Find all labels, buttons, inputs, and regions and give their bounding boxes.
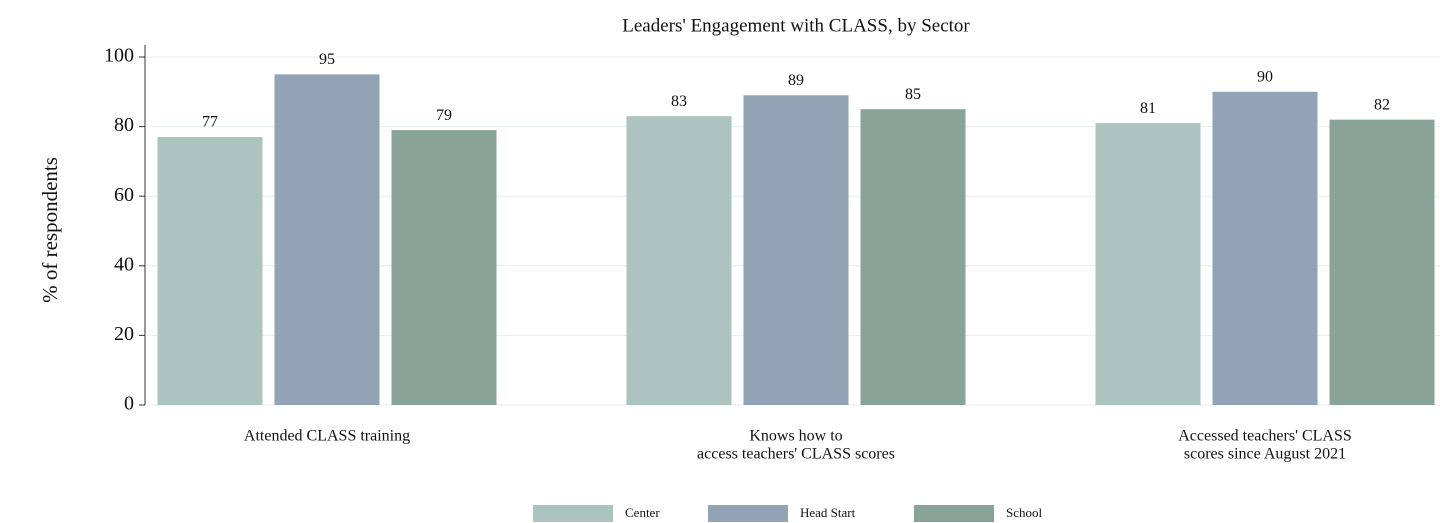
y-tick-label: 40 — [114, 253, 134, 275]
value-label: 77 — [202, 114, 218, 131]
bar — [391, 130, 497, 405]
y-tick-label: 80 — [114, 114, 134, 136]
legend-swatch — [533, 505, 613, 522]
value-label: 89 — [788, 72, 804, 89]
x-tick-label: scores since August 2021 — [1184, 446, 1346, 463]
chart-title: Leaders' Engagement with CLASS, by Secto… — [622, 15, 970, 36]
y-axis-label: % of respondents — [38, 157, 62, 303]
bar — [743, 95, 849, 405]
x-tick-label: access teachers' CLASS scores — [697, 446, 895, 463]
bar — [626, 116, 732, 405]
legend-label: Head Start — [800, 505, 856, 520]
bar — [1329, 119, 1435, 405]
value-label: 95 — [319, 51, 335, 68]
bar — [1212, 91, 1318, 406]
y-tick-label: 60 — [114, 184, 134, 206]
bar — [860, 109, 966, 405]
value-label: 81 — [1140, 100, 1156, 117]
value-label: 79 — [436, 107, 452, 124]
legend-label: Center — [625, 505, 660, 520]
value-label: 90 — [1257, 68, 1273, 85]
value-label: 85 — [905, 86, 921, 103]
y-tick-label: 0 — [124, 393, 134, 415]
bar — [274, 74, 380, 406]
y-tick-label: 100 — [104, 45, 134, 67]
legend-label: School — [1006, 505, 1043, 520]
value-label: 83 — [671, 93, 687, 110]
x-tick-label: Attended CLASS training — [244, 428, 410, 445]
legend-swatch — [914, 505, 994, 522]
legend-swatch — [708, 505, 788, 522]
value-label: 82 — [1374, 96, 1390, 113]
bar — [1095, 123, 1201, 406]
bar — [157, 137, 263, 406]
x-tick-label: Knows how to — [749, 428, 842, 445]
y-tick-label: 20 — [114, 323, 134, 345]
x-tick-label: Accessed teachers' CLASS — [1178, 428, 1352, 445]
